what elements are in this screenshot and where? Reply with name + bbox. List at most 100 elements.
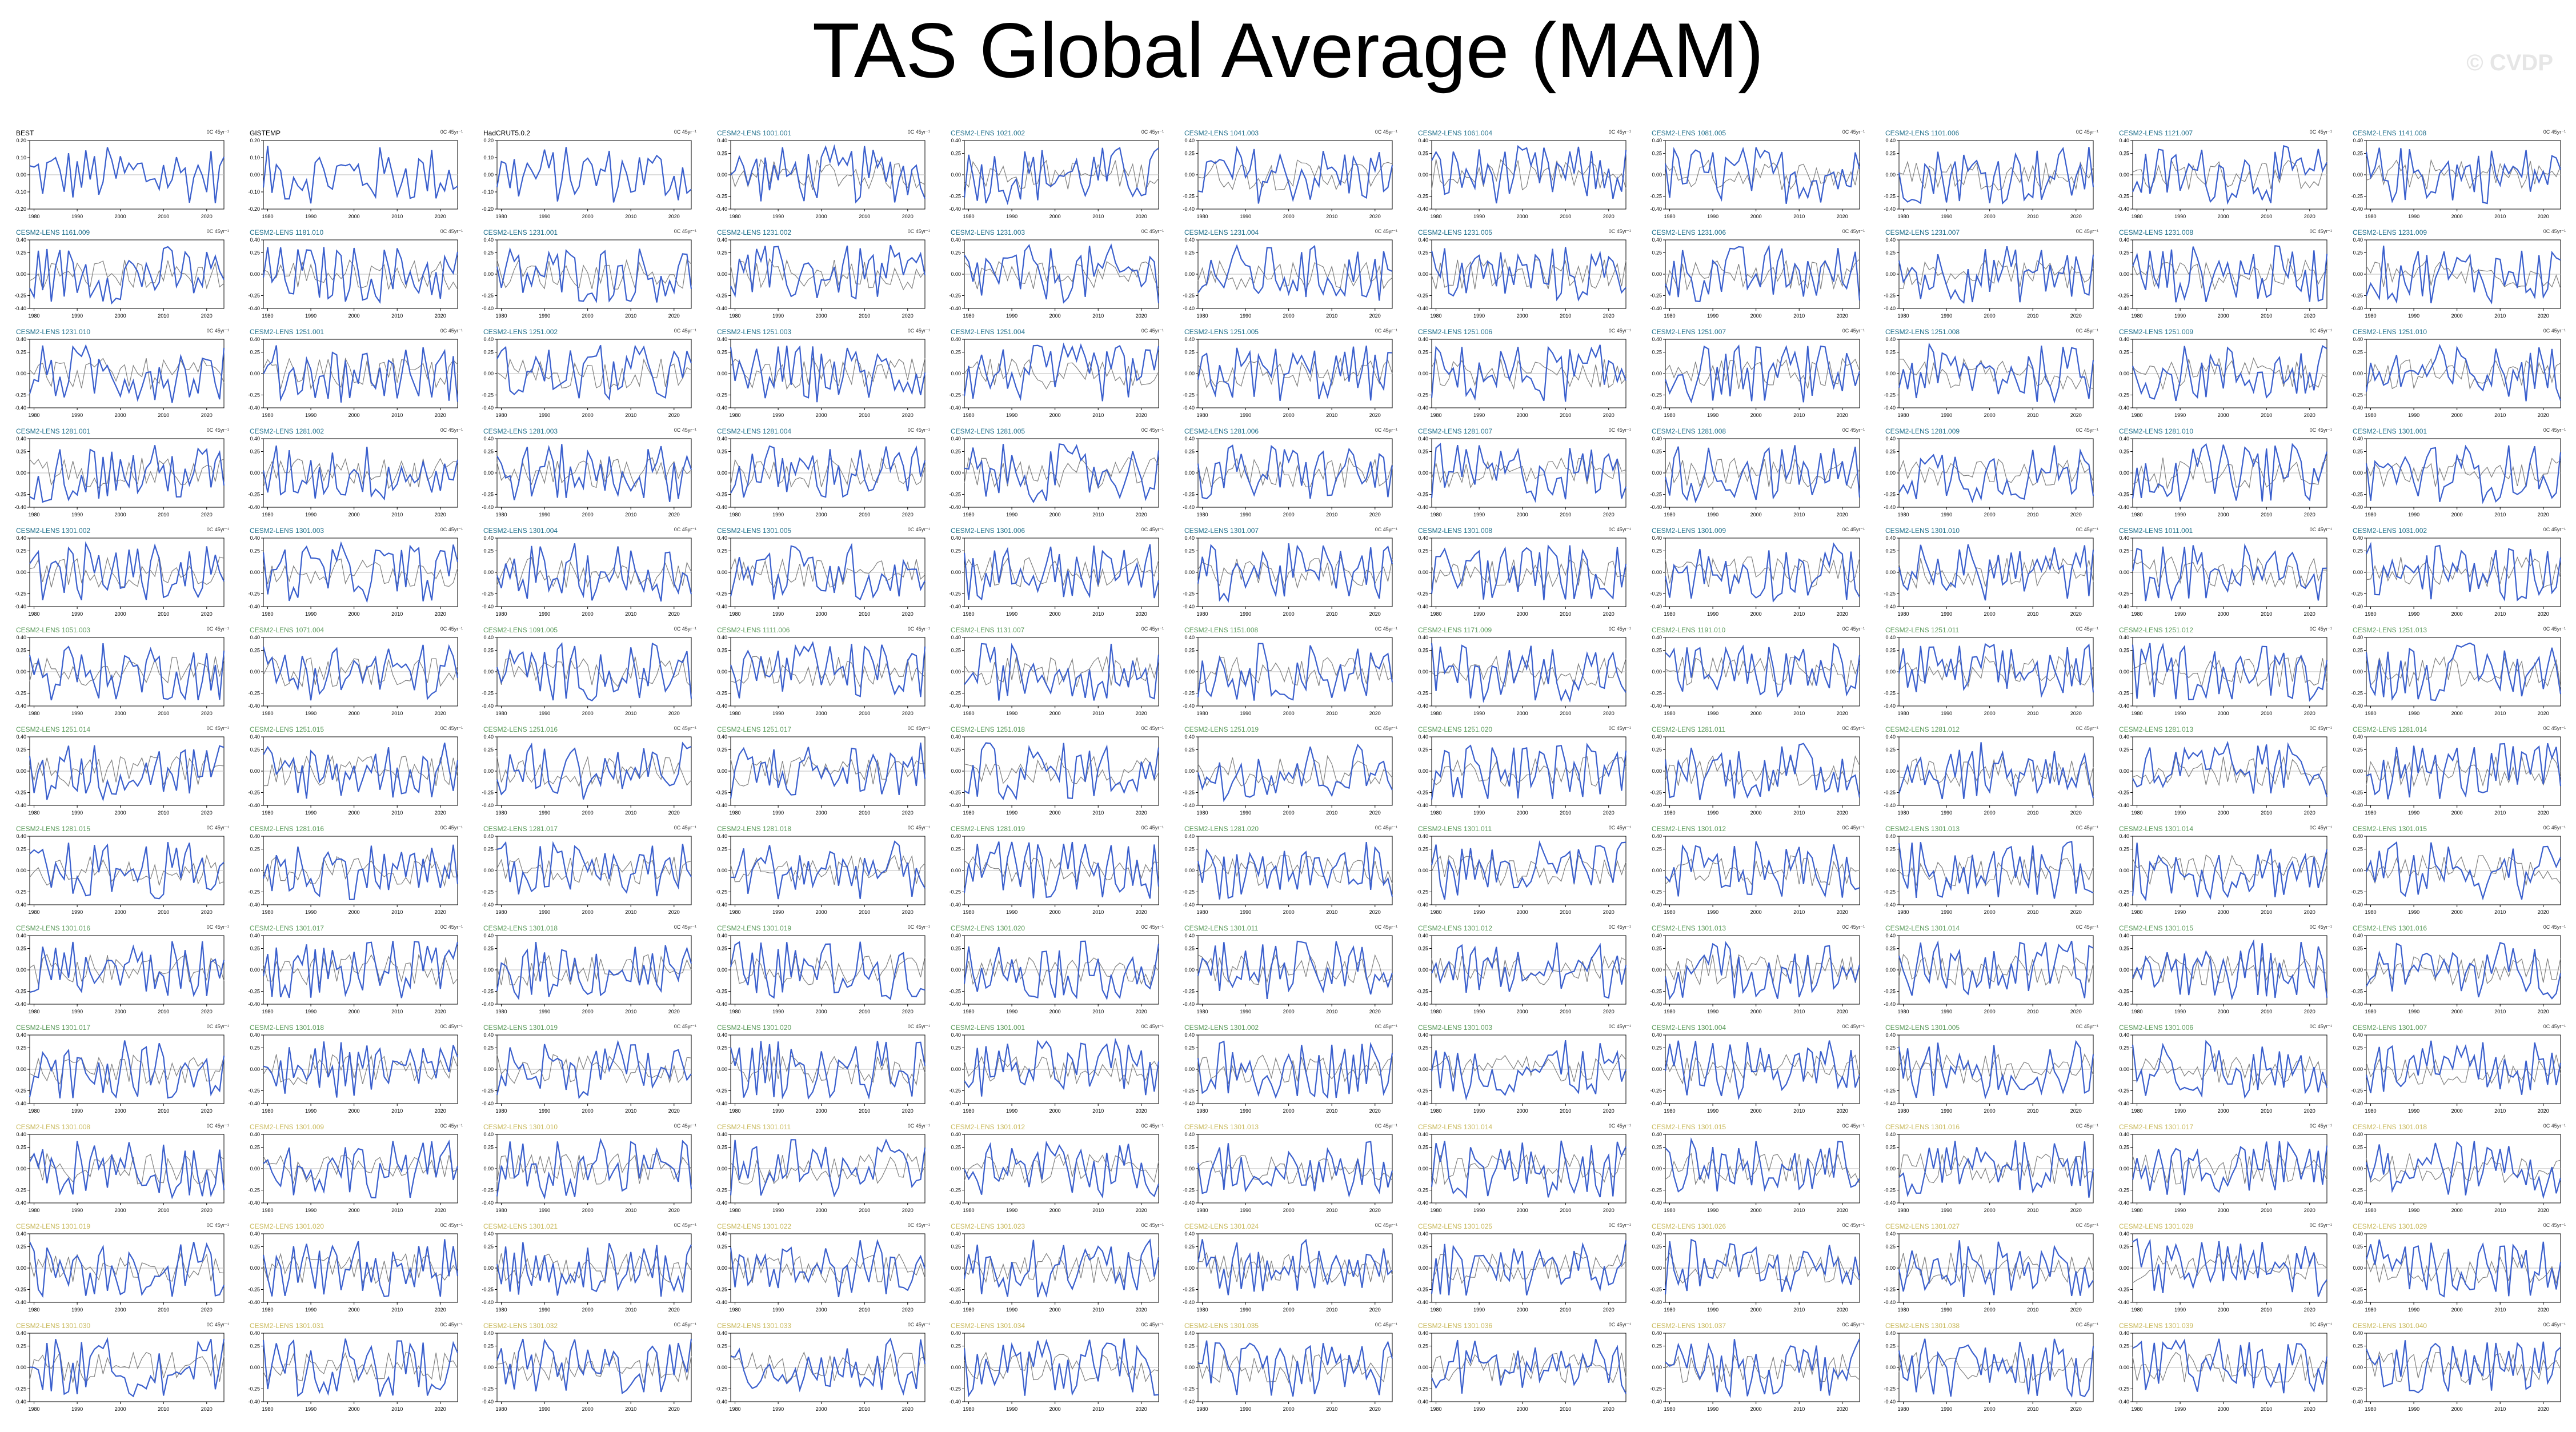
series-line [1431, 247, 1626, 302]
x-tick-label: 2020 [1603, 810, 1614, 816]
x-tick-label: 1990 [1473, 1009, 1485, 1014]
x-tick-label: 1980 [29, 1009, 40, 1014]
trend-label: 0C 45yr⁻¹ [1608, 924, 1631, 930]
trend-label: 0C 45yr⁻¹ [440, 626, 463, 632]
x-tick-label: 2000 [2451, 313, 2463, 319]
x-tick-label: 1980 [262, 1406, 274, 1412]
trend-label: 0C 45yr⁻¹ [206, 1024, 229, 1029]
x-tick-label: 1980 [1664, 313, 1676, 319]
obs-reference-line [1665, 954, 1860, 986]
panel-title: CESM2-LENS 1301.010 [483, 1123, 558, 1131]
y-tick-label: 0.40 [951, 138, 961, 143]
x-tick-label: 1990 [1707, 412, 1718, 418]
obs-reference-line [730, 855, 926, 885]
y-tick-label: 0.40 [1184, 1032, 1195, 1038]
series-line [262, 541, 459, 604]
x-tick-label: 1990 [2174, 313, 2186, 319]
x-tick-label: 1990 [2408, 313, 2419, 319]
panel-108: CESM2-LENS 1301.005 0C 45yr⁻¹ -0.40 -0.25 0.… [1877, 1024, 2111, 1124]
x-tick-label: 1980 [963, 1307, 975, 1313]
y-tick-label: -0.25 [1416, 1188, 1428, 1193]
panel-title: CESM2-LENS 1041.003 [1184, 129, 1259, 137]
y-tick-label: 0.25 [1652, 747, 1662, 753]
y-tick-label: 0.25 [250, 648, 260, 653]
panel-title: CESM2-LENS 1281.015 [16, 825, 91, 833]
x-tick-label: 2020 [1369, 1406, 1381, 1412]
trend-label: 0C 45yr⁻¹ [440, 1123, 463, 1129]
x-tick-label: 2020 [902, 1009, 914, 1014]
y-tick-label: -0.25 [1650, 492, 1662, 498]
x-tick-label: 1990 [772, 214, 784, 219]
panel-title: CESM2-LENS 1301.034 [951, 1322, 1025, 1330]
x-tick-label: 2010 [2494, 711, 2506, 716]
x-tick-label: 2010 [2261, 1208, 2272, 1213]
y-tick-label: -0.40 [949, 206, 961, 212]
x-tick-label: 1980 [1431, 313, 1442, 319]
panel-title: CESM2-LENS 1251.009 [2119, 328, 2194, 336]
x-tick-label: 2010 [1326, 1307, 1337, 1313]
trend-label: 0C 45yr⁻¹ [1375, 1123, 1397, 1129]
y-tick-label: 0.00 [2353, 768, 2363, 774]
x-tick-label: 2020 [1837, 711, 1848, 716]
y-tick-label: -0.40 [1884, 405, 1896, 411]
x-tick-label: 1980 [262, 909, 274, 915]
y-tick-label: -0.25 [482, 691, 494, 696]
y-tick-label: -0.25 [1183, 1188, 1195, 1193]
obs-reference-line [29, 1351, 225, 1383]
x-tick-label: 2010 [859, 512, 870, 518]
trend-label: 0C 45yr⁻¹ [1608, 427, 1631, 433]
x-tick-label: 2020 [201, 810, 213, 816]
x-tick-label: 2020 [2070, 909, 2082, 915]
panel-45: CESM2-LENS 1301.002 0C 45yr⁻¹ -0.40 -0.25 0.… [8, 527, 242, 627]
y-tick-label: 0.00 [1418, 1166, 1428, 1172]
x-tick-label: 2010 [2494, 1307, 2506, 1313]
y-tick-label: -0.25 [715, 591, 727, 597]
x-tick-label: 1990 [1006, 909, 1017, 915]
y-tick-label: 0.00 [1418, 768, 1428, 774]
x-tick-label: 2010 [1560, 1208, 1571, 1213]
y-tick-label: 0.25 [1418, 1244, 1428, 1250]
y-tick-label: -0.25 [715, 492, 727, 498]
series-line [730, 1138, 926, 1198]
y-tick-label: -0.25 [2351, 1386, 2363, 1392]
panel-title: CESM2-LENS 1301.013 [1184, 1123, 1259, 1131]
x-tick-label: 1990 [1941, 1406, 1952, 1412]
y-tick-label: -0.25 [2351, 1188, 2363, 1193]
panel-9: CESM2-LENS 1101.006 0C 45yr⁻¹ -0.40 -0.25 0.… [1877, 129, 2111, 230]
obs-reference-line [29, 656, 225, 686]
panel-56: CESM2-LENS 1051.003 0C 45yr⁻¹ -0.40 -0.25 0.… [8, 626, 242, 727]
y-tick-label: 0.25 [1885, 449, 1896, 455]
x-tick-label: 1990 [1006, 711, 1017, 716]
y-tick-label: 0.25 [1652, 350, 1662, 355]
panel-94: CESM2-LENS 1301.011 0C 45yr⁻¹ -0.40 -0.25 0.… [1176, 924, 1410, 1025]
x-tick-label: 2020 [668, 214, 680, 219]
x-tick-label: 1990 [2408, 1009, 2419, 1014]
series-line [2365, 841, 2561, 901]
panel-title: CESM2-LENS 1301.011 [1418, 825, 1492, 833]
y-tick-label: 0.00 [2353, 569, 2363, 575]
y-tick-label: -0.40 [14, 1200, 26, 1206]
x-tick-label: 1980 [1431, 214, 1442, 219]
x-tick-label: 1990 [71, 512, 83, 518]
y-tick-label: -0.40 [949, 902, 961, 908]
page-title: TAS Global Average (MAM) [812, 7, 1764, 94]
y-tick-label: 0.25 [2119, 1145, 2129, 1150]
x-tick-label: 2020 [668, 313, 680, 319]
series-line [730, 742, 926, 799]
x-tick-label: 2020 [2538, 1009, 2549, 1014]
trend-label: 0C 45yr⁻¹ [2543, 527, 2566, 532]
y-tick-label: 0.00 [1885, 569, 1896, 575]
x-tick-label: 2000 [1283, 611, 1295, 617]
series-line [1431, 643, 1626, 703]
series-line [1431, 942, 1627, 999]
y-tick-label: 0.00 [1885, 1166, 1896, 1172]
y-tick-label: 0.40 [951, 734, 961, 740]
trend-label: 0C 45yr⁻¹ [1608, 1322, 1631, 1327]
x-tick-label: 1990 [2174, 412, 2186, 418]
panel-32: CESM2-LENS 1251.009 0C 45yr⁻¹ -0.40 -0.25 0.… [2111, 328, 2345, 428]
x-tick-label: 1980 [1664, 1009, 1676, 1014]
